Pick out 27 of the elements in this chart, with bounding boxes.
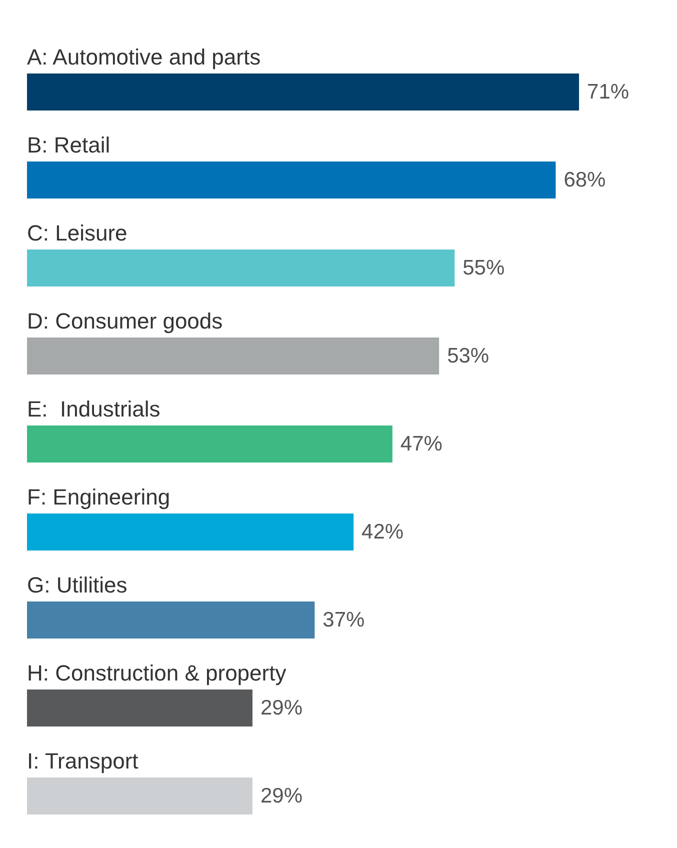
y-tick-label: D: Consumer goods <box>27 308 223 334</box>
y-tick-label: C: Leisure <box>27 220 128 246</box>
y-tick-label: H: Construction & property <box>27 660 286 686</box>
bar <box>27 778 252 814</box>
y-tick-label: I: Transport <box>27 748 138 774</box>
data-label: 68% <box>564 168 606 192</box>
bar <box>27 74 580 110</box>
y-tick-label: A: Automotive and parts <box>27 44 261 70</box>
data-label: 37% <box>322 608 365 632</box>
bar <box>27 426 392 462</box>
y-tick-label: F: Engineering <box>27 484 170 510</box>
bar <box>27 250 455 286</box>
data-label: 55% <box>462 256 505 280</box>
bar <box>27 514 354 550</box>
data-label: 29% <box>260 784 303 808</box>
bar <box>27 602 315 638</box>
data-label: 71% <box>587 80 630 104</box>
y-tick-label: B: Retail <box>27 132 110 158</box>
data-label: 53% <box>447 344 490 368</box>
bar <box>27 162 556 198</box>
data-label: 47% <box>400 432 442 456</box>
y-tick-label: G: Utilities <box>27 572 128 598</box>
y-tick-label: E: Industrials <box>27 396 160 422</box>
bar <box>27 690 252 726</box>
bar <box>27 338 440 374</box>
data-label: 42% <box>362 520 404 544</box>
data-label: 29% <box>260 696 303 720</box>
